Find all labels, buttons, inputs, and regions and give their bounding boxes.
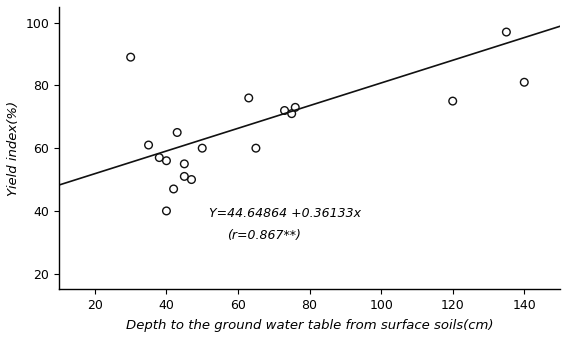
Point (244, 95, 253, 101)
Point (180, 174, 189, 179)
Point (162, 158, 171, 163)
Point (144, 142, 153, 148)
Point (162, 208, 171, 214)
Point (180, 161, 189, 166)
Point (502, 29, 511, 35)
Text: (r=0.867**): (r=0.867**) (227, 229, 301, 242)
Point (448, 98, 457, 104)
Point (155, 155, 164, 160)
Point (187, 177, 196, 182)
Point (126, 55, 135, 60)
Point (251, 145, 260, 151)
Text: Y=44.64864 +0.36133x: Y=44.64864 +0.36133x (209, 207, 361, 220)
X-axis label: Depth to the ground water table from surface soils(cm): Depth to the ground water table from sur… (126, 319, 493, 332)
Point (198, 145, 207, 151)
Point (172, 130, 181, 135)
Point (169, 186, 178, 192)
Point (520, 80, 529, 85)
Y-axis label: Yield index(%): Yield index(%) (7, 101, 20, 196)
Point (291, 105, 300, 110)
Point (287, 111, 296, 116)
Point (280, 108, 289, 113)
